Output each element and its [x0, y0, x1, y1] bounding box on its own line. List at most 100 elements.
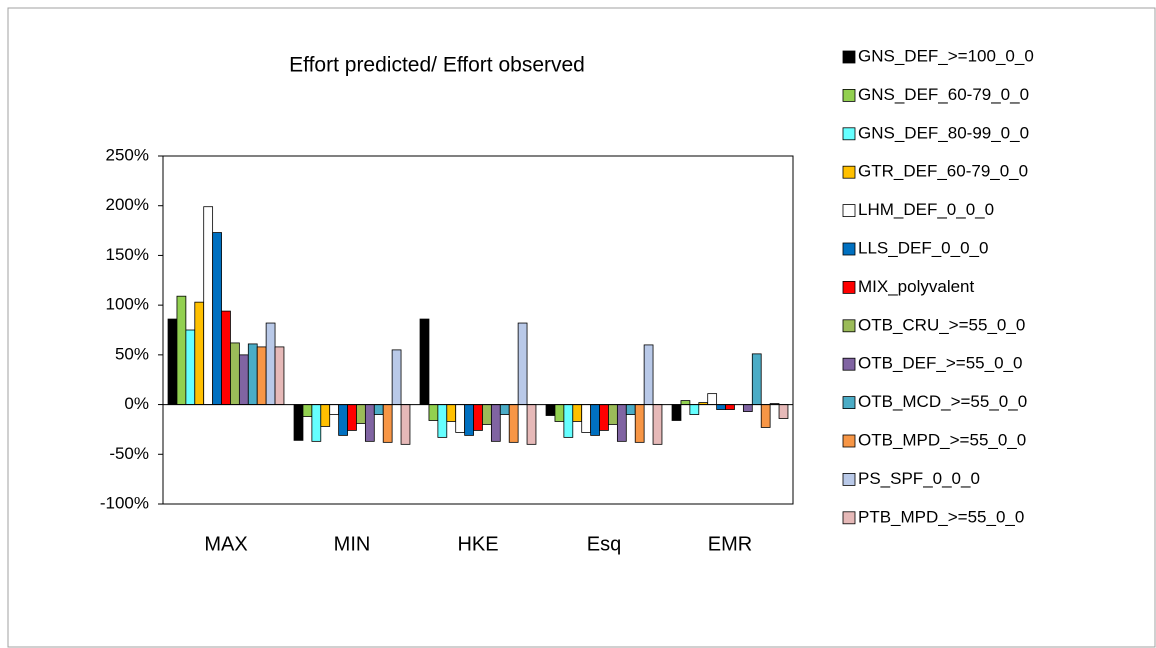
- legend-label: PS_SPF_0_0_0: [858, 469, 980, 488]
- bar: [625, 404, 636, 415]
- legend-label: GNS_DEF_>=100_0_0: [858, 46, 1034, 65]
- bar: [572, 404, 583, 422]
- bar: [256, 346, 267, 405]
- plot-area: [162, 155, 794, 505]
- bar: [221, 310, 231, 405]
- y-tick-label: 100%: [106, 295, 149, 314]
- bar: [545, 404, 556, 416]
- bar: [356, 404, 366, 424]
- legend-label: PTB_MPD_>=55_0_0: [858, 507, 1024, 526]
- bar: [265, 322, 276, 405]
- legend-swatch: [842, 511, 856, 525]
- legend-swatch: [842, 89, 856, 102]
- legend-label: LHM_DEF_0_0_0: [858, 200, 994, 219]
- bar: [508, 404, 519, 443]
- bar: [238, 354, 249, 405]
- bar: [302, 404, 313, 417]
- y-tick-label: 150%: [106, 245, 149, 264]
- bar: [608, 404, 618, 425]
- bar: [716, 404, 726, 410]
- bar: [652, 404, 663, 445]
- bar: [689, 404, 700, 415]
- bar: [338, 404, 348, 436]
- legend-label: OTB_DEF_>=55_0_0: [858, 354, 1022, 373]
- bar: [212, 232, 222, 405]
- bar: [194, 301, 205, 405]
- legend-label: GTR_DEF_60-79_0_0: [858, 162, 1028, 181]
- legend-swatch: [842, 242, 856, 256]
- bar: [382, 404, 393, 443]
- bar: [778, 404, 789, 419]
- bar: [680, 400, 691, 405]
- bar: [419, 318, 430, 405]
- bar: [247, 343, 258, 405]
- y-tick-label: -50%: [109, 444, 149, 463]
- bar: [274, 346, 285, 405]
- bar: [725, 404, 735, 410]
- bar: [517, 322, 528, 405]
- bar: [185, 329, 196, 405]
- y-tick-label: 0%: [124, 394, 149, 413]
- legend-swatch: [842, 396, 856, 410]
- bar: [751, 353, 762, 405]
- x-tick-label: MAX: [204, 533, 247, 555]
- y-tick-label: 50%: [115, 344, 149, 363]
- legend-swatch: [842, 204, 856, 218]
- bar: [616, 404, 627, 442]
- bar: [590, 404, 600, 436]
- y-tick-label: -100%: [100, 493, 149, 512]
- legend-label: LLS_DEF_0_0_0: [858, 238, 988, 257]
- bar: [311, 404, 322, 442]
- bar: [391, 349, 402, 405]
- legend-swatch: [842, 357, 856, 371]
- bar: [643, 344, 654, 405]
- legend-label: OTB_CRU_>=55_0_0: [858, 315, 1025, 334]
- legend-swatch: [842, 280, 856, 294]
- bar: [499, 404, 510, 415]
- bar: [563, 404, 574, 438]
- bar: [599, 404, 609, 431]
- bar: [364, 404, 375, 442]
- chart-title: Effort predicted/ Effort observed: [289, 54, 585, 77]
- legend-swatch: [842, 434, 856, 448]
- y-tick-label: 200%: [106, 195, 149, 214]
- bar: [634, 404, 645, 443]
- legend-swatch: [842, 165, 856, 179]
- legend-swatch: [842, 127, 856, 141]
- bar: [760, 404, 771, 428]
- x-tick-label: Esq: [587, 533, 621, 555]
- x-tick-label: MIN: [334, 533, 371, 555]
- legend-swatch: [842, 50, 856, 64]
- legend-label: MIX_polyvalent: [858, 277, 975, 296]
- legend-label: GNS_DEF_80-99_0_0: [858, 123, 1029, 142]
- x-tick-label: EMR: [708, 533, 752, 555]
- bar: [400, 404, 411, 445]
- legend-label: GNS_DEF_60-79_0_0: [858, 85, 1029, 104]
- bar: [464, 404, 474, 436]
- bar: [167, 318, 178, 405]
- bar: [671, 404, 682, 421]
- legend-swatch: [842, 472, 856, 486]
- bar: [347, 404, 357, 431]
- bar: [320, 404, 331, 427]
- bar: [581, 404, 592, 433]
- bar: [554, 404, 565, 422]
- bar: [373, 404, 384, 415]
- bar: [490, 404, 501, 442]
- bar: [293, 404, 304, 441]
- y-tick-label: 250%: [106, 145, 149, 164]
- x-tick-label: HKE: [457, 533, 498, 555]
- bar: [707, 393, 718, 405]
- bar: [428, 404, 439, 421]
- legend-label: OTB_MPD_>=55_0_0: [858, 430, 1026, 449]
- legend-label: OTB_MCD_>=55_0_0: [858, 392, 1027, 411]
- bar: [526, 404, 537, 445]
- bar: [473, 404, 483, 431]
- bar: [230, 342, 240, 405]
- bar: [446, 404, 457, 422]
- bar: [482, 404, 492, 425]
- bar: [455, 404, 466, 433]
- bar: [329, 404, 340, 415]
